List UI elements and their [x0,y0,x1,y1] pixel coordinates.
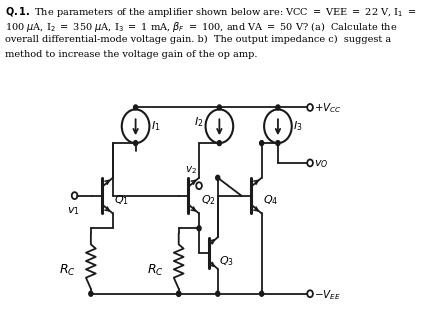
Circle shape [89,291,93,296]
Text: $-V_{EE}$: $-V_{EE}$ [314,288,341,302]
Circle shape [217,105,221,110]
Circle shape [216,175,220,180]
Circle shape [217,141,221,146]
Text: $I_1$: $I_1$ [151,119,161,133]
Text: $v_2$: $v_2$ [185,164,197,176]
Circle shape [276,105,280,110]
Text: $R_C$: $R_C$ [147,263,164,278]
Text: $Q_2$: $Q_2$ [201,194,216,207]
Text: 100 $\mu$A, I$_2$ $=$ 350 $\mu$A, I$_3$ $=$ 1 mA, $\beta_F$ $=$ 100, and VA $=$ : 100 $\mu$A, I$_2$ $=$ 350 $\mu$A, I$_3$ … [5,20,397,34]
Text: method to increase the voltage gain of the op amp.: method to increase the voltage gain of t… [5,50,257,59]
Circle shape [276,141,280,146]
Text: $v_O$: $v_O$ [314,158,328,170]
Circle shape [260,141,264,146]
Text: overall differential-mode voltage gain. b)  The output impedance c)  suggest a: overall differential-mode voltage gain. … [5,35,391,44]
Circle shape [177,291,181,296]
Text: $I_3$: $I_3$ [293,119,303,133]
Circle shape [260,291,264,296]
Circle shape [197,226,201,231]
Circle shape [177,291,181,296]
Text: $+V_{CC}$: $+V_{CC}$ [314,102,342,115]
Text: $Q_4$: $Q_4$ [263,194,279,207]
Circle shape [134,141,138,146]
Text: $v_1$: $v_1$ [66,205,79,217]
Text: $\mathbf{Q.1.}$ The parameters of the amplifier shown below are: VCC $=$ VEE $=$: $\mathbf{Q.1.}$ The parameters of the am… [5,5,416,19]
Text: $Q_3$: $Q_3$ [219,254,233,268]
Circle shape [216,291,220,296]
Circle shape [134,105,138,110]
Text: $Q_1$: $Q_1$ [115,194,129,207]
Text: $I_2$: $I_2$ [194,115,204,129]
Text: $R_C$: $R_C$ [59,263,76,278]
